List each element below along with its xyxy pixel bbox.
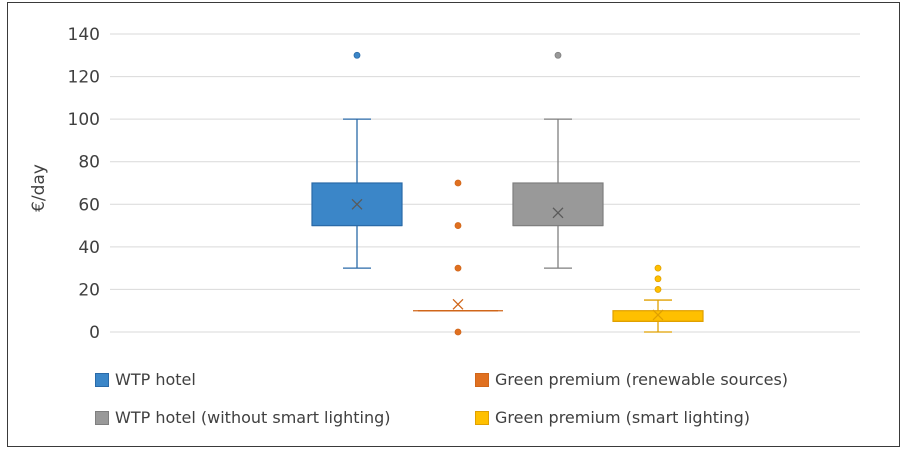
y-tick-label: 20 bbox=[78, 280, 100, 300]
gridlines bbox=[110, 33, 860, 333]
outlier-point bbox=[654, 275, 662, 283]
y-tick-label: 100 bbox=[68, 110, 100, 130]
box-2 bbox=[512, 51, 604, 269]
legend-item-wtp-no-smart: WTP hotel (without smart lighting) bbox=[95, 408, 391, 427]
y-tick-label: 60 bbox=[78, 195, 100, 215]
legend: WTP hotel Green premium (renewable sourc… bbox=[95, 368, 875, 438]
outlier-point bbox=[454, 264, 462, 272]
outlier-point bbox=[654, 264, 662, 272]
box-iqr bbox=[512, 182, 604, 227]
box-0 bbox=[311, 51, 403, 269]
y-tick-label: 0 bbox=[89, 323, 100, 343]
legend-label-wtp-no-smart: WTP hotel (without smart lighting) bbox=[115, 408, 391, 427]
box-1 bbox=[413, 179, 503, 336]
box-3 bbox=[612, 264, 704, 333]
y-tick-label: 120 bbox=[68, 68, 100, 88]
box-iqr bbox=[612, 310, 704, 322]
mean-marker bbox=[652, 309, 664, 321]
outlier-point bbox=[554, 51, 562, 59]
y-tick-label: 140 bbox=[68, 25, 100, 45]
outlier-point bbox=[454, 179, 462, 187]
outlier-point bbox=[654, 286, 662, 293]
legend-item-green-smart: Green premium (smart lighting) bbox=[475, 408, 750, 427]
legend-item-green-renewable: Green premium (renewable sources) bbox=[475, 370, 788, 389]
legend-swatch-green-smart bbox=[475, 410, 489, 425]
legend-label-wtp-hotel: WTP hotel bbox=[115, 370, 196, 389]
outlier-point bbox=[454, 222, 462, 229]
y-axis-tick-labels: 0 20 40 60 80 100 120 140 bbox=[68, 25, 100, 343]
mean-marker bbox=[351, 198, 363, 210]
outlier-point bbox=[353, 51, 361, 59]
y-axis-label: €/day bbox=[29, 164, 49, 212]
legend-label-green-smart: Green premium (smart lighting) bbox=[495, 408, 750, 427]
legend-label-green-renewable: Green premium (renewable sources) bbox=[495, 370, 789, 389]
y-tick-label: 40 bbox=[78, 238, 100, 258]
mean-marker bbox=[552, 207, 564, 219]
mean-marker bbox=[452, 298, 464, 310]
outlier-point bbox=[454, 328, 462, 336]
box-series bbox=[311, 51, 704, 336]
y-tick-label: 80 bbox=[78, 153, 100, 173]
legend-item-wtp-hotel: WTP hotel bbox=[95, 370, 196, 389]
legend-swatch-wtp-hotel bbox=[95, 372, 109, 387]
legend-swatch-wtp-no-smart bbox=[95, 410, 109, 425]
legend-swatch-green-renewable bbox=[475, 372, 489, 387]
